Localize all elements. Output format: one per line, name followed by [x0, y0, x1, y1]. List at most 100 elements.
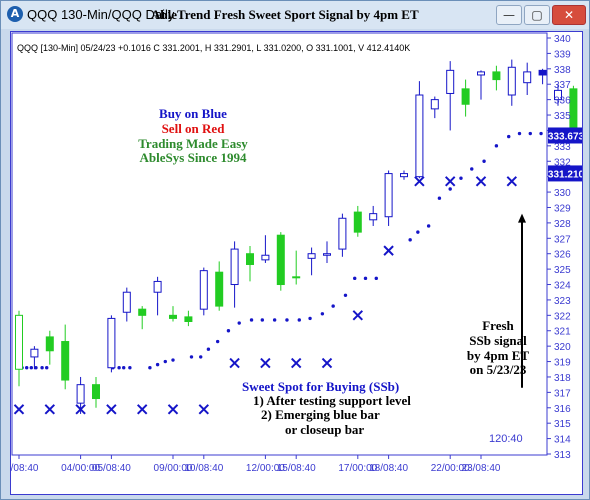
legend-buy-text: Buy on Blue	[159, 106, 227, 121]
trend-dot	[215, 339, 220, 344]
ssb-line-2: 2) Emerging blue bar	[261, 407, 380, 422]
candle	[430, 96, 439, 119]
trend-dot	[416, 230, 420, 234]
candle	[184, 310, 193, 327]
trend-dot	[448, 187, 452, 191]
x-tick-label: 17/00:00	[338, 463, 377, 474]
candle	[169, 306, 177, 322]
ssb-x-mark	[321, 357, 333, 369]
info-line: QQQ [130-Min] 05/24/23 +0.1016 C 331.200…	[17, 43, 410, 53]
candle	[292, 250, 301, 285]
x-tick-label: 23/08:40	[462, 463, 501, 474]
y-tick-label: 328	[554, 219, 571, 230]
ssb-x-mark	[475, 176, 487, 187]
close-button[interactable]: ✕	[552, 5, 586, 25]
candle	[538, 68, 547, 85]
trend-dot	[528, 131, 532, 136]
candle	[492, 65, 501, 91]
ssb-x-mark	[506, 176, 518, 187]
ssb-title: Sweet Spot for Buying (SSb)	[242, 379, 399, 394]
candle	[30, 346, 39, 370]
trend-dot	[343, 293, 348, 298]
trend-dot	[353, 276, 357, 281]
price-label-box	[548, 127, 582, 144]
x-tick-label: 09/00:00	[154, 463, 193, 474]
candle	[107, 315, 116, 373]
y-tick-label: 330	[554, 188, 571, 199]
candle	[384, 170, 393, 226]
ssb-x-mark	[414, 176, 425, 187]
annotation-line-3: by 4pm ET	[467, 348, 529, 363]
time-label: 120:40	[489, 433, 523, 445]
candle	[446, 61, 455, 131]
y-tick-label: 323	[554, 296, 571, 307]
annotation-arrow-head	[518, 213, 526, 223]
legend-sell-text: Sell on Red	[162, 121, 226, 136]
ssb-line-3: or closeup bar	[285, 422, 364, 437]
trend-dot	[40, 366, 44, 370]
ssb-x-mark	[198, 404, 210, 415]
trend-dot	[237, 321, 241, 325]
ssb-x-mark	[290, 357, 302, 369]
y-tick-label: 321	[554, 327, 571, 338]
candle	[92, 376, 100, 408]
ssb-x-mark	[13, 404, 25, 415]
trend-dot	[437, 196, 442, 200]
candle	[261, 235, 270, 263]
y-tick-label: 335	[554, 111, 571, 122]
annotation-line-1: Fresh	[482, 318, 514, 333]
trend-dot	[320, 312, 325, 316]
trend-dot	[482, 159, 486, 163]
trend-dot	[171, 358, 175, 362]
trend-dot	[199, 355, 203, 359]
trend-dot	[470, 167, 474, 171]
y-tick-label: 319	[554, 358, 571, 369]
x-tick-label: 04/00:00	[61, 463, 100, 474]
y-tick-label: 337	[554, 80, 571, 91]
app-logo-icon: A	[7, 6, 23, 22]
y-tick-label: 320	[554, 342, 571, 353]
window-title: QQQ 130-Min/QQQ Daily	[27, 7, 175, 22]
x-tick-label: 02/08:40	[11, 463, 39, 474]
ssb-x-mark	[444, 176, 456, 187]
legend-since-text: AbleSys Since 1994	[140, 150, 247, 165]
chart-title: AbleTrend Fresh Sweet Sport Signal by 4p…	[151, 7, 419, 22]
candle	[523, 62, 532, 96]
y-tick-label: 317	[554, 388, 571, 399]
y-tick-label: 340	[554, 34, 571, 45]
trend-dot	[45, 366, 49, 370]
candle	[461, 79, 470, 117]
x-tick-label: 05/08:40	[92, 463, 131, 474]
y-tick-label: 316	[554, 404, 571, 415]
y-tick-label: 322	[554, 311, 571, 322]
trend-dot	[189, 355, 194, 359]
trend-dot	[494, 144, 499, 148]
trend-dot	[155, 362, 160, 367]
maximize-button[interactable]: ▢	[524, 5, 550, 25]
trend-dot	[539, 131, 543, 136]
x-tick-label: 12/00:00	[246, 463, 285, 474]
y-tick-label: 329	[554, 203, 571, 214]
minimize-button[interactable]: —	[496, 5, 522, 25]
candle	[153, 276, 162, 316]
ssb-x-mark	[106, 404, 117, 415]
candle	[307, 247, 316, 276]
candle	[76, 376, 85, 414]
ssb-x-mark	[136, 404, 148, 415]
candle	[554, 84, 562, 106]
y-tick-label: 338	[554, 65, 571, 76]
x-tick-label: 18/08:40	[369, 463, 408, 474]
y-tick-label: 314	[554, 435, 571, 446]
ssb-x-mark	[229, 357, 240, 369]
trend-dot	[122, 366, 126, 370]
candle	[353, 205, 362, 237]
candle	[45, 330, 54, 365]
chart-panel[interactable]: 313 314 315 316 317 318 319 320 321 322 323 324 325 3…	[10, 31, 583, 495]
y-tick-label: 339	[554, 49, 571, 60]
candle	[507, 59, 516, 106]
trend-dot	[226, 329, 231, 333]
y-tick-label: 325	[554, 265, 571, 276]
y-tick-label: 333	[554, 142, 571, 153]
candle	[415, 81, 424, 179]
